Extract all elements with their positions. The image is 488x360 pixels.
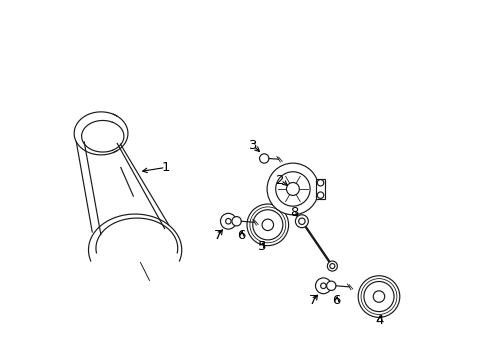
Circle shape	[295, 215, 308, 228]
Circle shape	[220, 213, 236, 229]
Circle shape	[266, 163, 318, 215]
Circle shape	[315, 278, 330, 294]
Text: 6: 6	[332, 294, 340, 307]
Text: 7: 7	[308, 294, 317, 307]
Text: 4: 4	[375, 314, 384, 327]
Text: 8: 8	[289, 207, 298, 220]
Circle shape	[259, 154, 268, 163]
Circle shape	[246, 204, 288, 246]
Text: 2: 2	[276, 174, 285, 186]
Text: 7: 7	[213, 229, 222, 242]
Circle shape	[231, 217, 241, 226]
Circle shape	[326, 281, 335, 291]
Bar	[315, 179, 325, 199]
Text: 3: 3	[249, 139, 257, 152]
Circle shape	[357, 276, 399, 318]
Circle shape	[326, 261, 337, 271]
Text: 5: 5	[257, 240, 265, 253]
Text: 1: 1	[161, 161, 169, 174]
Text: 6: 6	[237, 229, 245, 242]
